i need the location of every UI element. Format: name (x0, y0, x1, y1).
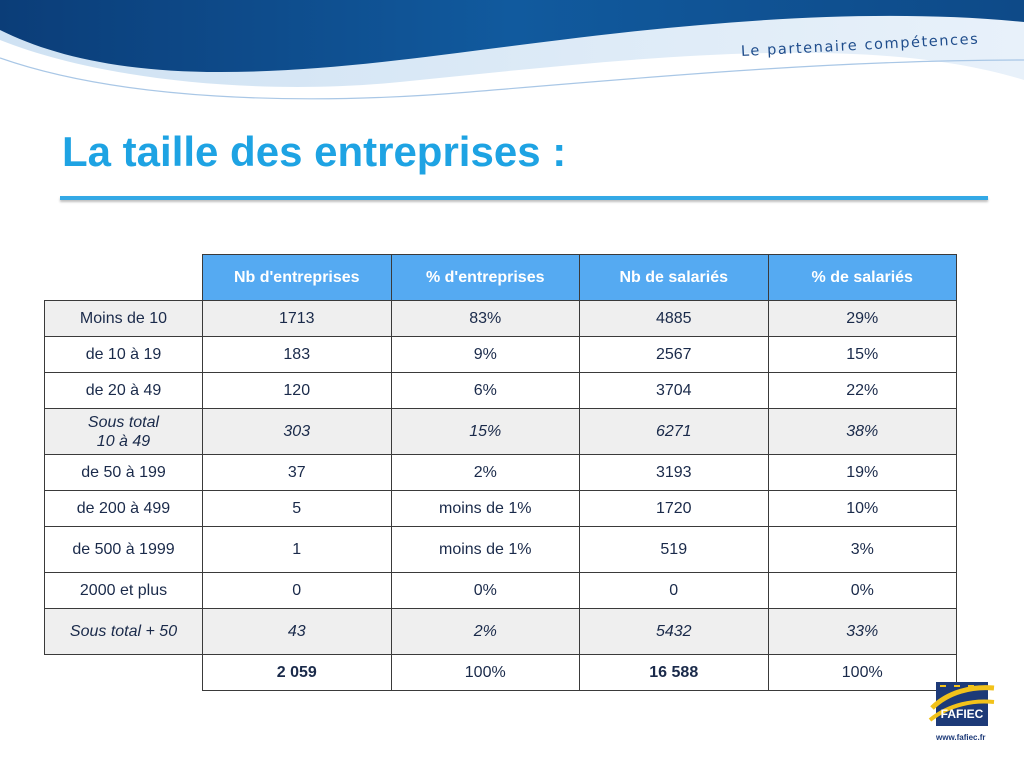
row-label-line: Sous total (87, 413, 160, 431)
row-label: de 200 à 499 (44, 490, 203, 527)
column-header: Nb de salariés (579, 254, 769, 301)
column-header: % d'entreprises (390, 254, 580, 301)
table-row: de 50 à 199 37 2% 3193 19% (44, 454, 957, 491)
column-header: % de salariés (767, 254, 957, 301)
table-cell: 15% (390, 408, 580, 455)
table-cell: 38% (767, 408, 957, 455)
table-cell: 9% (390, 336, 580, 373)
table-cell: 0% (767, 572, 957, 609)
table-cell: 6% (390, 372, 580, 409)
subtotal-row: Sous total + 50 43 2% 5432 33% (44, 608, 957, 655)
table-cell: 19% (767, 454, 957, 491)
table-header-row: Nb d'entreprises % d'entreprises Nb de s… (45, 254, 957, 301)
table-row: de 200 à 499 5 moins de 1% 1720 10% (44, 490, 957, 527)
table-cell: 22% (767, 372, 957, 409)
table-cell: 1 (202, 526, 392, 573)
table-cell: 15% (767, 336, 957, 373)
row-label: Moins de 10 (44, 300, 203, 337)
row-label: 2000 et plus (44, 572, 203, 609)
table-cell: 2% (390, 608, 580, 655)
table-cell: 83% (390, 300, 580, 337)
company-size-table: Nb d'entreprises % d'entreprises Nb de s… (44, 254, 957, 691)
logo-wordmark: FAFIEC (941, 707, 984, 721)
table-cell: 183 (202, 336, 392, 373)
page-title: La taille des entreprises : (62, 128, 567, 175)
row-label: de 10 à 19 (44, 336, 203, 373)
header-band (0, 0, 1024, 100)
table-cell: 0% (390, 572, 580, 609)
subtotal-row: Sous total 10 à 49 303 15% 6271 38% (44, 408, 957, 455)
row-label: de 50 à 199 (44, 454, 203, 491)
table-cell: 4885 (579, 300, 769, 337)
fafiec-logo: FAFIEC (928, 682, 995, 726)
table-cell: 0 (579, 572, 769, 609)
table-cell: 519 (579, 526, 769, 573)
row-label: de 500 à 1999 (44, 526, 203, 573)
table-cell: 0 (202, 572, 392, 609)
total-cell: 2 059 (202, 654, 392, 691)
table-cell: 33% (767, 608, 957, 655)
table-cell: 29% (767, 300, 957, 337)
table-cell: 43 (202, 608, 392, 655)
table-cell: 3193 (579, 454, 769, 491)
table-cell: 5 (202, 490, 392, 527)
total-row: 2 059 100% 16 588 100% (44, 654, 957, 691)
table-cell: 2% (390, 454, 580, 491)
table-row: Moins de 10 1713 83% 4885 29% (44, 300, 957, 337)
table-row: de 20 à 49 120 6% 3704 22% (44, 372, 957, 409)
table-row: 2000 et plus 0 0% 0 0% (44, 572, 957, 609)
table-cell: moins de 1% (390, 526, 580, 573)
table-cell: moins de 1% (390, 490, 580, 527)
table-cell: 10% (767, 490, 957, 527)
row-label: Sous total 10 à 49 (44, 408, 203, 455)
table-cell: 6271 (579, 408, 769, 455)
total-cell: 16 588 (579, 654, 769, 691)
table-cell: 3704 (579, 372, 769, 409)
table-cell: 2567 (579, 336, 769, 373)
table-cell: 1713 (202, 300, 392, 337)
row-label: de 20 à 49 (44, 372, 203, 409)
total-label-cell (44, 654, 203, 691)
row-label-line: 10 à 49 (96, 432, 151, 450)
table-row: de 500 à 1999 1 moins de 1% 519 3% (44, 526, 957, 573)
table-corner-cell (45, 255, 203, 301)
table-cell: 303 (202, 408, 392, 455)
total-cell: 100% (390, 654, 580, 691)
total-cell: 100% (767, 654, 957, 691)
table-cell: 37 (202, 454, 392, 491)
table-cell: 1720 (579, 490, 769, 527)
table-cell: 120 (202, 372, 392, 409)
row-label: Sous total + 50 (44, 608, 203, 655)
table-cell: 3% (767, 526, 957, 573)
column-header: Nb d'entreprises (202, 254, 392, 301)
logo-url: www.fafiec.fr (936, 733, 986, 742)
table-cell: 5432 (579, 608, 769, 655)
table-row: de 10 à 19 183 9% 2567 15% (44, 336, 957, 373)
title-underline (60, 196, 988, 200)
